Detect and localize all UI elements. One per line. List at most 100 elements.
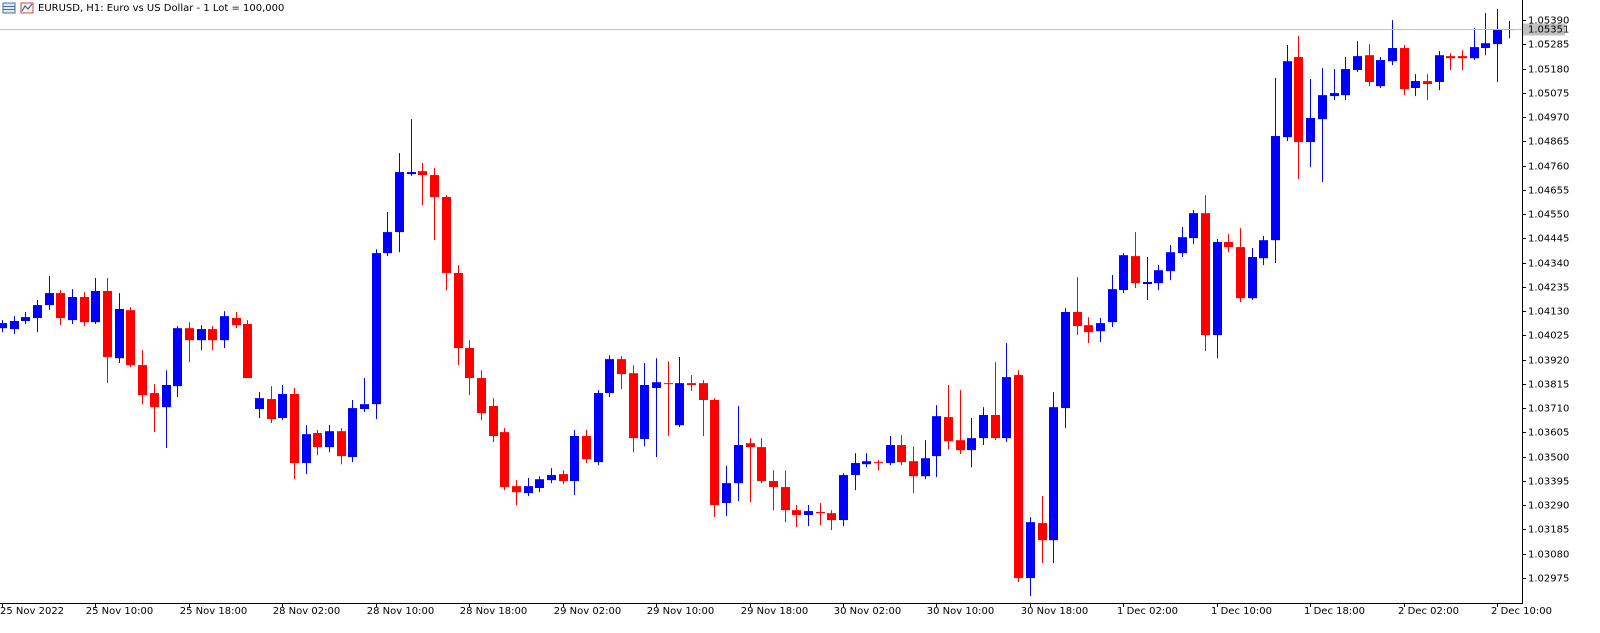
y-tick-label: 1.04340 [1528, 259, 1569, 270]
candle-body [454, 272, 463, 349]
x-tick-label: 2 Dec 10:00 [1491, 606, 1552, 617]
candle-body [290, 393, 299, 464]
candle-body [640, 384, 649, 440]
candle-body [1166, 252, 1175, 272]
candle-body [687, 383, 696, 385]
y-tick-label: 1.04130 [1528, 307, 1569, 318]
icon-chart-line [21, 3, 33, 12]
candle-body [103, 290, 112, 358]
y-tick-label: 1.05075 [1528, 89, 1569, 100]
candle-body [792, 510, 801, 516]
x-tick-label: 30 Nov 18:00 [1021, 606, 1088, 617]
candle-body [126, 310, 135, 366]
candle-body [360, 404, 369, 410]
y-tick-label: 1.03920 [1528, 356, 1569, 367]
candle-body [1353, 56, 1362, 70]
icon-table [2, 2, 16, 14]
candle-body [465, 348, 474, 379]
x-tick-label: 28 Nov 02:00 [273, 606, 340, 617]
candle-body [746, 443, 755, 448]
chart-title: EURUSD, H1: Euro vs US Dollar - 1 Lot = … [38, 3, 284, 14]
candle-body [547, 475, 556, 481]
candle-body [1178, 237, 1187, 254]
candle-body [1154, 270, 1163, 284]
x-tick-label: 25 Nov 18:00 [180, 606, 247, 617]
candle-body [1435, 55, 1444, 82]
candle-body [1049, 407, 1058, 541]
candle-body [1446, 56, 1455, 59]
x-tick-label: 25 Nov 2022 [0, 606, 64, 617]
candle-body [477, 378, 486, 414]
y-tick-label: 1.03815 [1528, 380, 1569, 391]
candle-body [932, 416, 941, 457]
candle-body [1481, 43, 1490, 49]
candle-body [220, 316, 229, 341]
candle-body [1330, 93, 1339, 97]
bid-label-box [1523, 23, 1565, 36]
candle-body [418, 171, 427, 176]
candle-body [1400, 48, 1409, 90]
candle-body [710, 399, 719, 506]
candle-body [827, 513, 836, 521]
candle-body [1201, 213, 1210, 336]
candle-body [862, 461, 871, 465]
x-tick-label: 1 Dec 10:00 [1211, 606, 1272, 617]
candle-body [967, 438, 976, 451]
candle-body [56, 293, 65, 319]
candle-body [956, 440, 965, 451]
y-tick-label: 1.03185 [1528, 525, 1569, 536]
candle-body [1306, 118, 1315, 143]
candle-body [1143, 281, 1152, 285]
candle-body [909, 461, 918, 477]
x-tick-label: 28 Nov 18:00 [460, 606, 527, 617]
candle-body [874, 462, 883, 464]
x-tick-label: 29 Nov 18:00 [741, 606, 808, 617]
candle-body [267, 399, 276, 420]
candle-body [781, 487, 790, 511]
candle-body [150, 393, 159, 408]
y-tick-label: 1.03290 [1528, 501, 1569, 512]
y-tick-label: 1.04865 [1528, 137, 1569, 148]
candle-body [897, 445, 906, 463]
candle-body [1213, 242, 1222, 336]
candle-body [1119, 255, 1128, 291]
candle-body [325, 431, 334, 448]
candle-body [535, 479, 544, 488]
candle-body [979, 415, 988, 439]
candle-body [839, 475, 848, 521]
candle-body [512, 486, 521, 493]
candle-body [313, 433, 322, 448]
y-tick-label: 1.03500 [1528, 453, 1569, 464]
candle-body [1376, 60, 1385, 87]
candle-body [45, 293, 54, 306]
candle-body [664, 383, 673, 385]
y-tick-label: 1.03080 [1528, 550, 1569, 561]
candle-body [1470, 47, 1479, 59]
candle-body [10, 321, 19, 330]
candle-body [991, 415, 1000, 439]
candle-body [1061, 312, 1070, 409]
candle-body [1131, 256, 1140, 284]
candle-body [1271, 136, 1280, 241]
x-tick-label: 29 Nov 02:00 [554, 606, 621, 617]
candle-body [1002, 377, 1011, 439]
candle-body [722, 483, 731, 504]
candle-body [1073, 312, 1082, 327]
x-tick-label: 30 Nov 02:00 [834, 606, 901, 617]
bid-label: 1.05351 [1528, 25, 1569, 36]
candle-body [162, 384, 171, 408]
candle-body [208, 329, 217, 341]
candle-body [442, 196, 451, 273]
candle-body [851, 463, 860, 476]
candle-body [80, 296, 89, 323]
candle-body [0, 323, 7, 329]
candle-body [115, 309, 124, 359]
candle-body [1493, 30, 1502, 45]
candle-body [804, 511, 813, 516]
candle-body [629, 373, 638, 439]
candle-body [489, 406, 498, 437]
candle-body [430, 175, 439, 197]
candle-body [1411, 81, 1420, 88]
